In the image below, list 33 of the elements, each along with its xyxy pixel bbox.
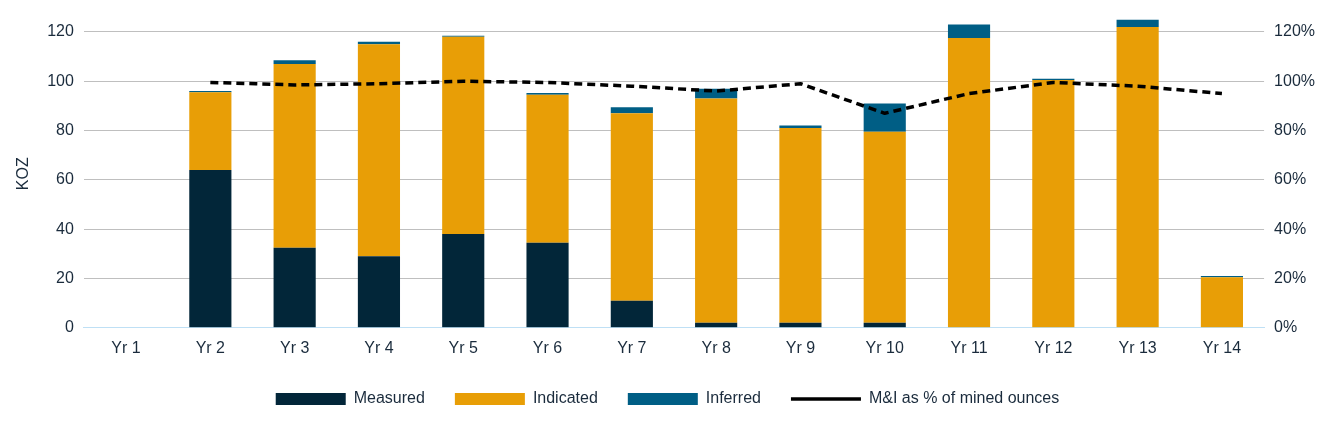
x-tick-label: Yr 3 xyxy=(279,338,310,356)
x-tick-label: Yr 7 xyxy=(617,338,647,356)
y-tick-label: 20 xyxy=(56,268,74,286)
y-tick-label: 0 xyxy=(64,318,74,336)
x-tick-label: Yr 1 xyxy=(111,338,141,356)
legend-label: Indicated xyxy=(532,389,598,407)
y2-tick-label: 40% xyxy=(1274,219,1307,237)
x-tick-label: Yr 4 xyxy=(364,338,394,356)
y2-tick-label: 20% xyxy=(1274,268,1307,286)
y2-tick-label: 60% xyxy=(1274,170,1307,188)
x-tick-label: Yr 11 xyxy=(950,338,988,356)
x-tick-label: Yr 10 xyxy=(865,338,904,356)
y-tick-label: 100 xyxy=(47,71,74,89)
y-tick-label: 80 xyxy=(56,120,74,138)
x-tick-label: Yr 6 xyxy=(532,338,563,356)
y-axis-title: KOZ xyxy=(14,157,32,191)
y2-tick-label: 0% xyxy=(1274,318,1298,336)
y-tick-label: 120 xyxy=(47,22,74,40)
legend-label: M&I as % of mined ounces xyxy=(868,389,1060,407)
x-tick-label: Yr 2 xyxy=(195,338,226,356)
y2-tick-label: 100% xyxy=(1274,71,1315,89)
x-tick-label: Yr 9 xyxy=(785,338,816,356)
x-tick-label: Yr 14 xyxy=(1202,338,1242,356)
x-tick-label: Yr 5 xyxy=(448,338,479,356)
y2-tick-label: 80% xyxy=(1274,120,1307,138)
x-tick-label: Yr 8 xyxy=(701,338,731,356)
legend-label: Measured xyxy=(353,389,425,407)
y2-tick-label: 120% xyxy=(1274,22,1315,40)
x-tick-label: Yr 12 xyxy=(1034,338,1073,356)
x-tick-label: Yr 13 xyxy=(1118,338,1157,356)
legend-label: Inferred xyxy=(705,389,761,407)
y-tick-label: 60 xyxy=(56,170,74,188)
y-tick-label: 40 xyxy=(56,219,74,237)
